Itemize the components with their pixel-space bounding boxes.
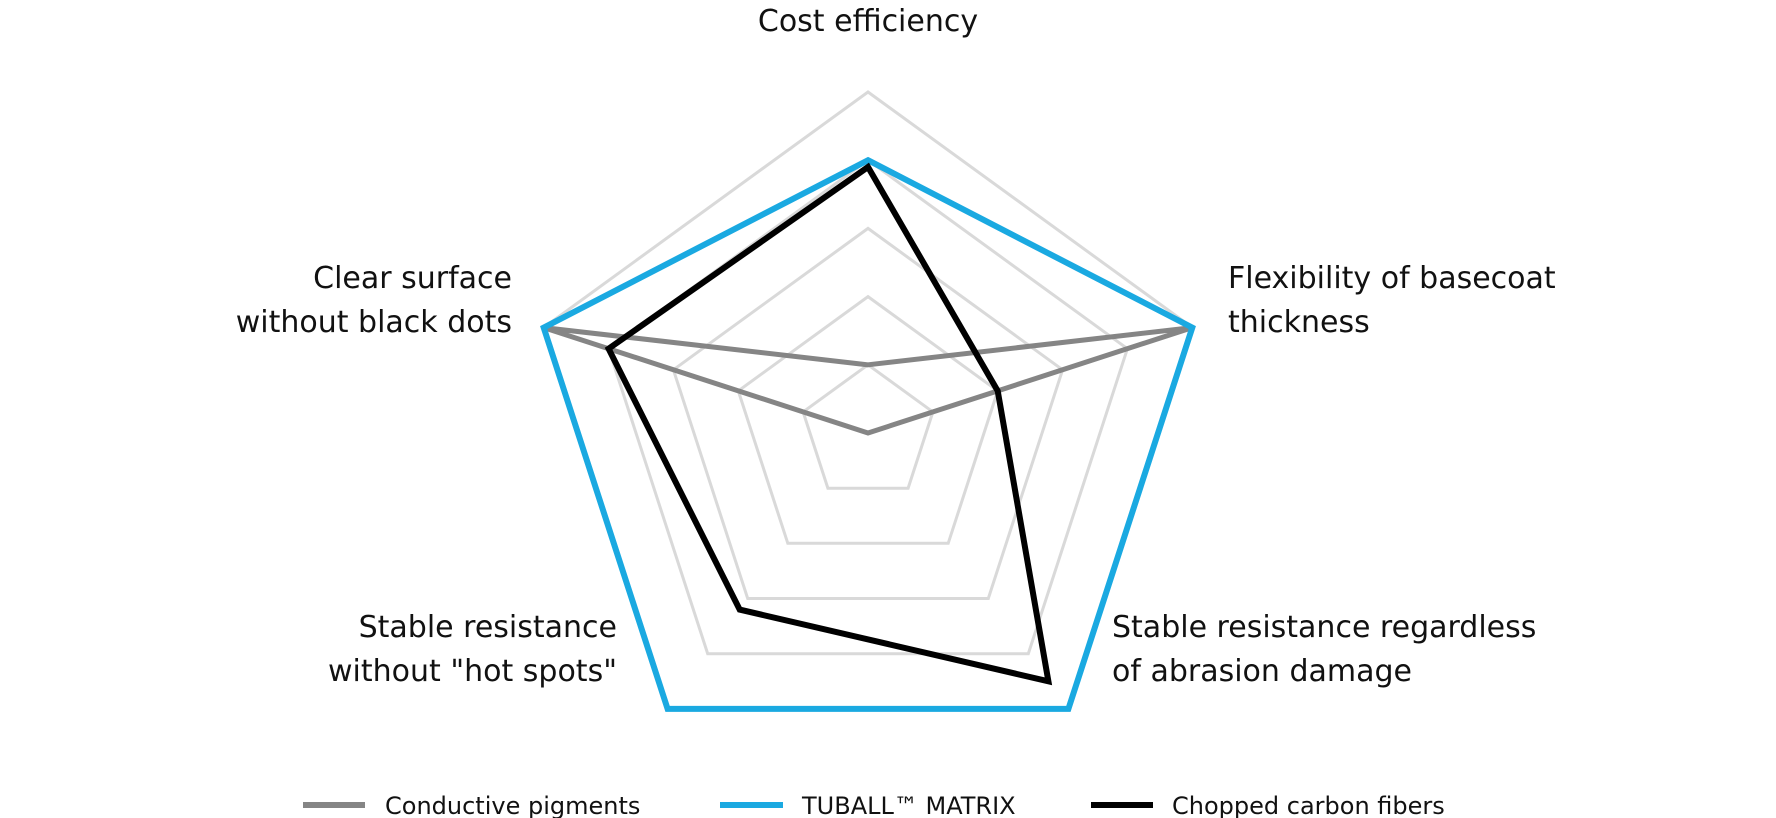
axis-label-2: Flexibility of basecoat thickness bbox=[1228, 261, 1556, 340]
axis-label-line: without black dots bbox=[236, 305, 512, 340]
legend-item-1: Conductive pigments bbox=[303, 792, 640, 818]
axis-label-4: Stable resistance without "hot spots" bbox=[328, 610, 617, 689]
legend: Conductive pigments TUBALL™ MATRIX Chopped… bbox=[303, 792, 1445, 818]
series-polygon-3 bbox=[604, 162, 1053, 686]
axis-label-3: Stable resistance regardless of abrasion … bbox=[1112, 610, 1536, 689]
axis-label-line: Clear surface bbox=[313, 261, 512, 296]
axis-label-line: without "hot spots" bbox=[328, 654, 617, 689]
grid-ring-5 bbox=[541, 90, 1195, 711]
axis-label-line: Flexibility of basecoat bbox=[1228, 261, 1556, 296]
series-layer bbox=[540, 156, 1196, 712]
series-polygon-2 bbox=[540, 156, 1196, 712]
legend-label: TUBALL™ MATRIX bbox=[801, 792, 1016, 818]
axis-labels: Cost efficiency Flexibility of basecoat th… bbox=[236, 4, 1556, 689]
axis-label-line: Stable resistance bbox=[359, 610, 617, 645]
axis-label-1: Cost efficiency bbox=[758, 4, 978, 39]
grid-ring-1 bbox=[801, 362, 935, 490]
legend-item-2: TUBALL™ MATRIX bbox=[720, 792, 1016, 818]
axis-label-line: thickness bbox=[1228, 305, 1370, 340]
grid-layer bbox=[541, 90, 1195, 711]
legend-label: Chopped carbon fibers bbox=[1172, 792, 1445, 818]
axis-label-line: of abrasion damage bbox=[1112, 654, 1412, 689]
series-polygon-1 bbox=[542, 325, 1194, 436]
legend-label: Conductive pigments bbox=[385, 792, 640, 818]
axis-label-line: Stable resistance regardless bbox=[1112, 610, 1536, 645]
axis-label-5: Clear surface without black dots bbox=[236, 261, 512, 340]
axis-label-line: Cost efficiency bbox=[758, 4, 978, 39]
legend-item-3: Chopped carbon fibers bbox=[1091, 792, 1445, 818]
grid-ring-2 bbox=[736, 294, 1000, 545]
